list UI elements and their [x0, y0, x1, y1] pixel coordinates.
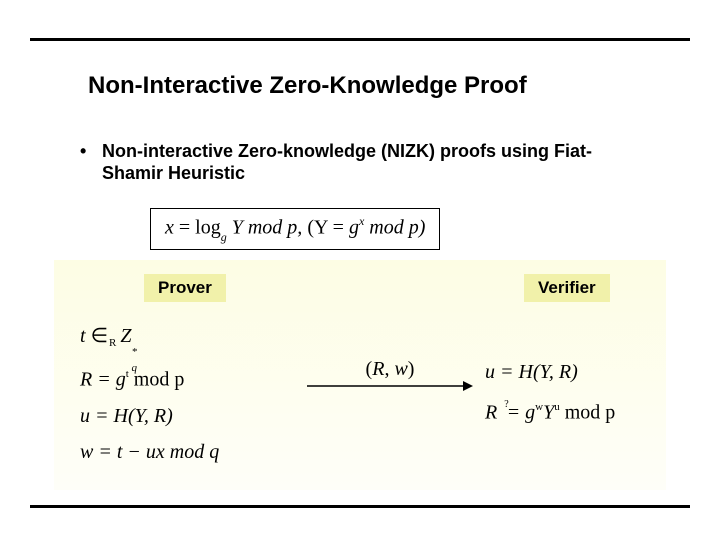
prover-step-4: w = t − ux mod q: [80, 434, 290, 470]
v2-mod: mod p: [560, 402, 616, 424]
top-divider: [30, 38, 690, 41]
slide-title: Non-Interactive Zero-Knowledge Proof: [88, 72, 527, 100]
eq-x: x: [165, 217, 174, 239]
arrow-w: w: [394, 358, 407, 380]
bottom-divider: [30, 505, 690, 508]
eq-g: g: [349, 217, 359, 239]
p1-R: R: [109, 337, 116, 349]
v2-u: u: [554, 401, 560, 413]
p4-w: w = t − ux mod q: [80, 441, 219, 463]
bullet-line2: Shamir Heuristic: [102, 162, 592, 184]
prover-step-3: u = H(Y, R): [80, 398, 290, 434]
bullet-dot: •: [80, 140, 92, 162]
prover-step-2: R = gt mod p: [80, 357, 290, 398]
v2-R: R: [485, 402, 502, 424]
v2-q: ?: [504, 399, 508, 410]
verifier-column: u = H(Y, R) R ?= gwYu mod p: [485, 354, 695, 435]
bullet-text: Non-interactive Zero-knowledge (NIZK) pr…: [102, 140, 592, 184]
arrow-label: (R, w): [300, 358, 480, 381]
message-arrow: (R, w): [300, 358, 480, 393]
eq-mod-p2: mod p): [364, 217, 425, 239]
prover-column: t ∈R Z*q R = gt mod p u = H(Y, R) w = t …: [80, 318, 290, 470]
p2-Rg: R = g: [80, 369, 126, 391]
v2-Y: Y: [543, 402, 554, 424]
eq-mod-p: mod p,: [243, 217, 302, 239]
eq-sup-x: x: [359, 214, 364, 228]
arrow-R: R: [372, 358, 384, 380]
v2-eq-g: = g: [507, 402, 536, 424]
v1-u: u = H(Y, R): [485, 361, 578, 383]
verifier-label: Verifier: [524, 274, 610, 302]
eq-equals-log: = log: [174, 217, 221, 239]
eq-sub-g: g: [221, 230, 227, 244]
boxed-equation: x = logg Y mod p, (Y = gx mod p): [150, 208, 440, 250]
eq-paren-open: (Y =: [307, 217, 349, 239]
bullet-line1: Non-interactive Zero-knowledge (NIZK) pr…: [102, 141, 592, 161]
verifier-step-1: u = H(Y, R): [485, 354, 695, 390]
p2-mod: mod p: [129, 369, 185, 391]
arrow-icon: [305, 379, 475, 393]
prover-step-1: t ∈R Z*q: [80, 318, 290, 357]
bullet-item: • Non-interactive Zero-knowledge (NIZK) …: [80, 140, 660, 184]
p1-Z: Z: [115, 325, 131, 347]
prover-label: Prover: [144, 274, 226, 302]
p1-in: ∈: [91, 325, 108, 347]
p3-u: u = H(Y, R): [80, 405, 173, 427]
v2-w: w: [535, 401, 543, 413]
p2-t: t: [126, 368, 129, 380]
p1-q: q: [131, 350, 137, 386]
verifier-step-2: R ?= gwYu mod p: [485, 390, 695, 435]
slide: Non-Interactive Zero-Knowledge Proof • N…: [0, 0, 720, 540]
p1-t: t: [80, 325, 91, 347]
eq-Y: Y: [227, 217, 243, 239]
